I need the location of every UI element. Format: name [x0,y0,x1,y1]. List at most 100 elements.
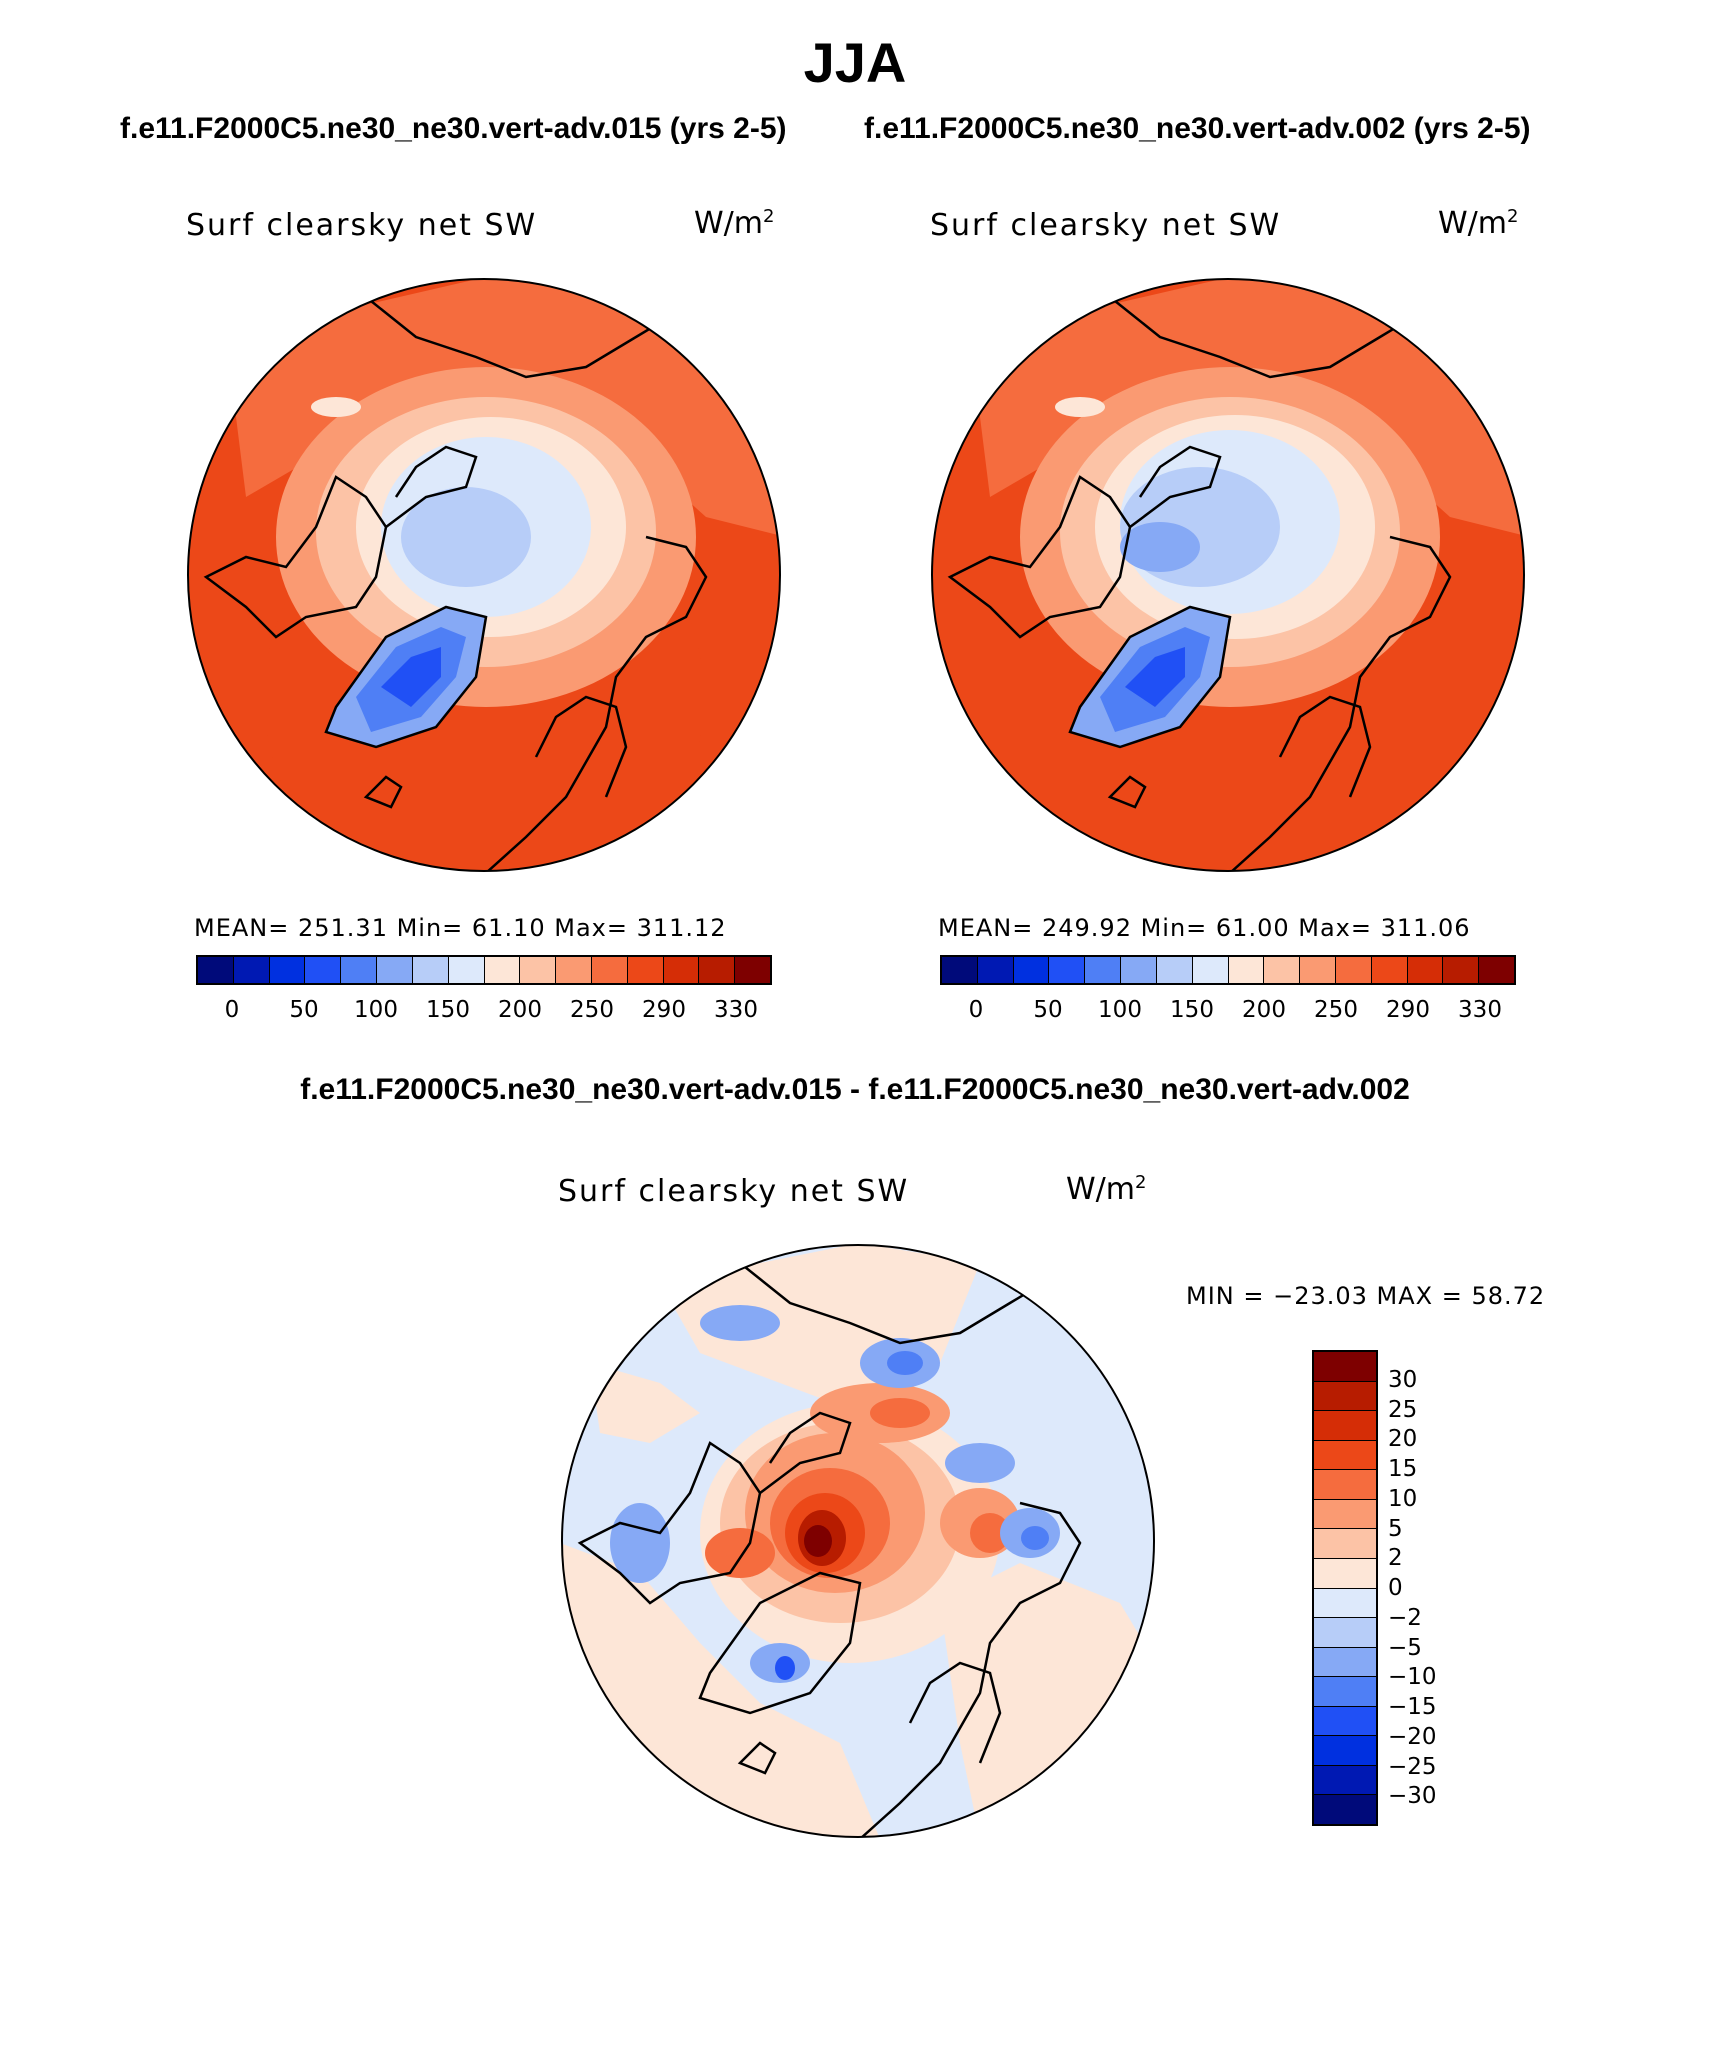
polar-map-left [187,278,781,872]
colorbar-swatch [699,957,736,983]
colorbar-swatch [1479,957,1514,983]
coastlines-diff [577,1262,1082,1837]
colorbar-swatch [1407,957,1444,983]
colorbar-tick-label: −5 [1388,1634,1422,1661]
colorbar-swatch [1443,957,1480,983]
colorbar-swatch [1371,957,1408,983]
colorbar-swatch [305,957,342,983]
colorbar-tick-label: 50 [1033,997,1063,1023]
diff-units-label: W/m2 [1066,1172,1147,1207]
colorbar-tick-label: −2 [1388,1604,1422,1631]
colorbar-tick-label: 100 [354,997,398,1023]
colorbar-swatch [627,957,664,983]
colorbar-swatch [1156,957,1193,983]
colorbar-swatch [1192,957,1229,983]
polar-map-right [931,278,1525,872]
colorbar-swatch [1314,1618,1376,1648]
colorbar-right [940,955,1516,985]
colorbar-swatch [556,957,592,983]
colorbar-tick-label: 150 [426,997,470,1023]
colorbar-swatch [1314,1558,1376,1589]
colorbar-tick-label: 200 [498,997,542,1023]
diff-title: f.e11.F2000C5.ne30_ne30.vert-adv.015 - f… [300,1073,1410,1106]
colorbar-swatch [1049,957,1086,983]
colorbar-swatch [1314,1588,1376,1619]
colorbar-tick-label: −25 [1388,1753,1437,1780]
colorbar-right-ticks: 0 50 100 150 200 250 290 330 [940,997,1516,1027]
colorbar-tick-label: 200 [1242,997,1286,1023]
colorbar-swatch [1314,1440,1376,1471]
diff-variable-label: Surf clearsky net SW [558,1174,910,1209]
colorbar-swatch [1314,1529,1376,1559]
colorbar-tick-label: 330 [714,997,758,1023]
colorbar-swatch [1314,1381,1376,1412]
diff-minmax: MIN = −23.03 MAX = 58.72 [1186,1282,1546,1310]
colorbar-swatch [1264,957,1301,983]
colorbar-swatch [377,957,413,983]
map-border-right [931,278,1525,872]
colorbar-swatch [1314,1736,1376,1766]
colorbar-diff [1312,1350,1378,1826]
case-title-right: f.e11.F2000C5.ne30_ne30.vert-adv.002 (yr… [864,112,1531,145]
units-label-right: W/m2 [1438,206,1519,241]
colorbar-tick-label: 100 [1098,997,1142,1023]
colorbar-tick-label: −20 [1388,1723,1437,1750]
colorbar-tick-label: −30 [1388,1783,1437,1810]
coastlines-left [203,296,708,871]
colorbar-tick-label: 2 [1388,1545,1403,1572]
units-label-left: W/m2 [694,206,775,241]
colorbar-swatch [1300,957,1336,983]
colorbar-swatch [1314,1470,1376,1500]
colorbar-swatch [1314,1411,1376,1441]
colorbar-swatch [233,957,270,983]
colorbar-swatch [1121,957,1157,983]
colorbar-tick-label: 150 [1170,997,1214,1023]
colorbar-tick-label: 50 [289,997,319,1023]
map-border-diff [561,1244,1155,1838]
colorbar-swatch [1314,1499,1376,1530]
colorbar-swatch [591,957,628,983]
coastlines-right [947,296,1452,871]
colorbar-tick-label: 330 [1458,997,1502,1023]
colorbar-tick-label: 0 [1388,1575,1403,1601]
colorbar-tick-label: 20 [1388,1426,1418,1453]
colorbar-swatch [341,957,378,983]
colorbar-swatch [1228,957,1265,983]
colorbar-left-ticks: 0 50 100 150 200 250 290 330 [196,997,772,1027]
colorbar-left [196,955,772,985]
colorbar-swatch [1013,957,1050,983]
polar-map-diff [561,1244,1155,1838]
case-title-left: f.e11.F2000C5.ne30_ne30.vert-adv.015 (yr… [120,112,787,145]
colorbar-tick-label: 15 [1388,1456,1418,1482]
colorbar-swatch [1314,1795,1376,1824]
colorbar-swatch [448,957,485,983]
colorbar-swatch [942,957,978,983]
colorbar-tick-label: 290 [1386,997,1430,1023]
colorbar-swatch [1314,1706,1376,1737]
colorbar-swatch [269,957,306,983]
colorbar-tick-label: −10 [1388,1664,1437,1691]
colorbar-tick-label: −15 [1388,1694,1437,1720]
colorbar-swatch [1314,1765,1376,1796]
stats-left: MEAN= 251.31 Min= 61.10 Max= 311.12 [194,914,727,942]
stats-right: MEAN= 249.92 Min= 61.00 Max= 311.06 [938,914,1471,942]
colorbar-tick-label: 250 [570,997,614,1023]
colorbar-swatch [412,957,449,983]
colorbar-swatch [520,957,557,983]
colorbar-tick-label: 10 [1388,1485,1418,1512]
colorbar-tick-label: 290 [642,997,686,1023]
main-title: JJA [803,31,907,94]
variable-label-left: Surf clearsky net SW [186,208,538,243]
colorbar-swatch [1335,957,1372,983]
map-border-left [187,278,781,872]
colorbar-tick-label: 25 [1388,1396,1418,1423]
variable-label-right: Surf clearsky net SW [930,208,1282,243]
colorbar-swatch [977,957,1014,983]
colorbar-swatch [1314,1677,1376,1707]
colorbar-tick-label: 250 [1314,997,1358,1023]
colorbar-swatch [198,957,234,983]
colorbar-swatch [1314,1647,1376,1678]
colorbar-tick-label: 0 [224,997,240,1023]
colorbar-tick-label: 5 [1388,1515,1403,1542]
colorbar-swatch [663,957,700,983]
